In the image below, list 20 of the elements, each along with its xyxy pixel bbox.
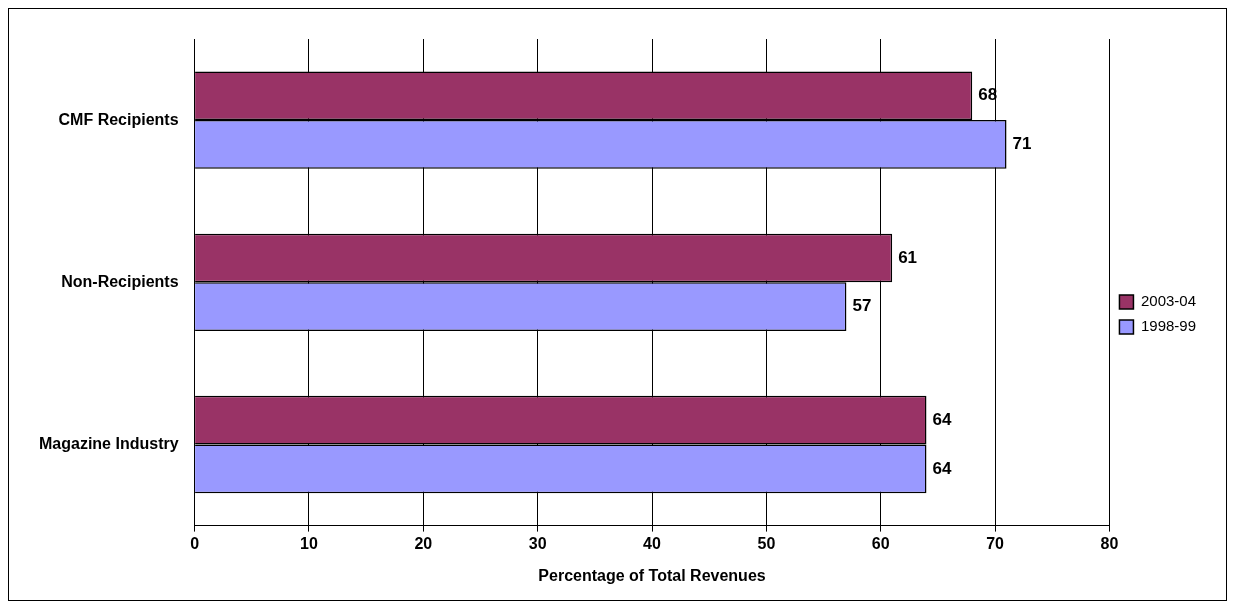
x-tick-label: 0 bbox=[190, 534, 200, 552]
legend-label: 1998-99 bbox=[1140, 317, 1197, 335]
x-tick-label: 60 bbox=[871, 534, 890, 552]
y-tick-label: Magazine Industry bbox=[39, 434, 179, 452]
y-tick-label: Non-Recipients bbox=[61, 272, 179, 290]
x-tick-label: 40 bbox=[643, 534, 662, 552]
data-label: 61 bbox=[898, 247, 918, 267]
x-tick-label: 30 bbox=[528, 534, 547, 552]
x-tick-label: 70 bbox=[986, 534, 1005, 552]
x-axis-title: Percentage of Total Revenues bbox=[538, 566, 766, 584]
x-tick-label: 80 bbox=[1100, 534, 1119, 552]
data-label: 64 bbox=[932, 458, 952, 478]
x-tick-label: 10 bbox=[300, 534, 318, 552]
y-tick-label: CMF Recipients bbox=[58, 110, 179, 128]
data-label: 71 bbox=[1012, 134, 1032, 154]
x-tick-label: 50 bbox=[757, 534, 776, 552]
data-label: 64 bbox=[932, 409, 952, 429]
data-label: 57 bbox=[852, 296, 872, 316]
x-tick-label: 20 bbox=[414, 534, 433, 552]
legend-label: 2003-04 bbox=[1140, 292, 1197, 310]
